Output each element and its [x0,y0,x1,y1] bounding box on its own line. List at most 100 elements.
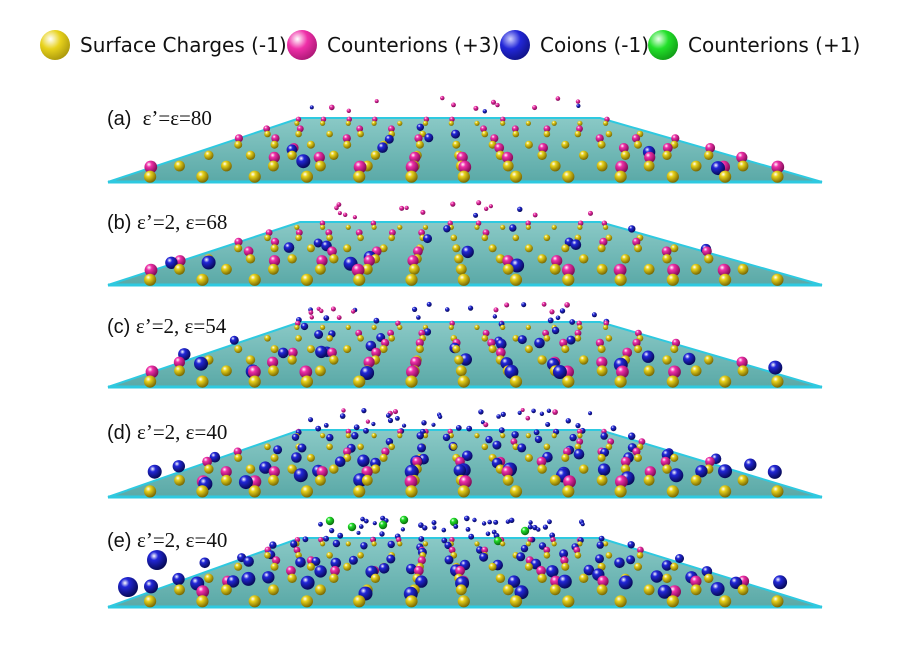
counterion-trivalent [356,125,364,133]
surface-charge [614,273,627,286]
legend-label: Counterions (+1) [688,33,861,57]
surface-charge [397,324,403,330]
free-ion [329,528,335,534]
surface-charge [662,573,672,583]
surface-charge [320,324,326,330]
counterion-trivalent [482,329,490,337]
counterion-trivalent [233,447,242,456]
counterion-trivalent [407,255,419,267]
surface-charge [315,584,326,596]
counterion-trivalent [538,143,548,153]
surface-charge [379,345,388,354]
free-ion [453,524,459,529]
free-ion [426,301,432,307]
coion [510,258,525,273]
surface-charge [666,595,679,608]
free-ion [402,423,407,428]
surface-charge [704,355,714,365]
counterion-trivalent [690,575,702,587]
counterion-trivalent [267,356,279,368]
surface-charge [287,573,297,583]
surface-charge [174,365,185,377]
surface-charge [481,443,489,451]
free-ion [371,421,376,427]
surface-charge [524,453,533,462]
coion [291,433,300,441]
surface-charge [174,263,185,275]
counterion-trivalent [620,456,631,467]
surface-charge [579,254,589,264]
free-ion [420,209,426,215]
counterion-trivalent [387,329,394,337]
coion [551,326,560,335]
surface-charge [270,140,279,149]
counterion-trivalent [363,255,375,267]
counterion-trivalent [295,229,303,237]
counterion-trivalent [265,229,273,237]
counterion-trivalent [527,537,533,543]
surface-charge [603,324,609,330]
counterion-trivalent [644,151,656,163]
free-ion [531,408,536,414]
surface-charge [234,140,243,149]
surface-charge [295,130,302,138]
coion [583,564,595,576]
surface-charge [537,573,547,583]
surface-charge [500,120,506,126]
counterion-trivalent [346,116,352,123]
surface-charge [690,365,702,377]
surface-charge [562,485,575,498]
counterion-trivalent [220,466,232,478]
counterion-trivalent [296,125,304,133]
surface-charge [525,324,532,330]
counterion-trivalent [536,565,546,576]
surface-charge [771,375,784,388]
surface-charge [315,263,326,275]
counterion-trivalent [661,246,672,257]
counterion-trivalent [196,585,210,598]
counterion-trivalent [618,143,629,153]
coion [360,366,375,380]
surface-charge [300,170,313,183]
surface-charge [353,375,366,388]
coion [315,425,322,432]
free-ion [352,215,357,220]
free-ion [504,302,510,308]
counterion-monovalent [399,515,409,525]
surface-charge [719,595,732,608]
surface-charge [562,375,575,388]
counterion-trivalent [423,116,430,123]
coion [516,552,526,562]
free-ion [356,530,361,535]
surface-charge [737,474,749,486]
surface-charge [474,541,480,547]
free-ion [308,310,314,315]
surface-charge [509,375,523,388]
counterion-trivalent [671,134,680,143]
coion [330,557,342,569]
coion [451,129,460,139]
surface-charge [415,140,424,149]
counterion-trivalent [320,116,327,123]
counterion-trivalent [330,565,340,576]
coion [768,360,783,375]
surface-charge [577,224,583,230]
surface-charge [577,324,583,330]
surface-charge [719,170,732,183]
counterion-trivalent [355,229,363,237]
surface-charge [264,335,271,342]
surface-charge [196,273,209,286]
surface-charge [245,150,256,160]
free-ion [580,522,585,527]
coion [476,546,484,554]
free-ion [591,312,597,318]
counterion-trivalent [414,134,423,143]
surface-charge [771,595,784,608]
surface-charge [353,595,366,608]
coion [259,461,272,474]
counterion-monovalent [347,522,357,532]
surface-charge [579,573,589,583]
coion [610,425,617,432]
surface-charge [397,433,403,439]
surface-charge [345,541,351,547]
